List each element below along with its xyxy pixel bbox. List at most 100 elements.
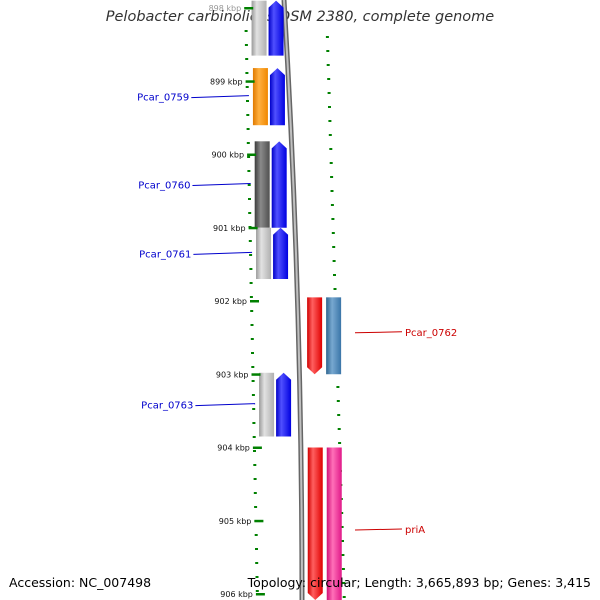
cog-block: [326, 297, 342, 375]
label-leader: [354, 331, 403, 334]
gc-skew-mark: [247, 170, 251, 172]
gc-skew-mark: [330, 190, 334, 192]
gc-skew-mark: [253, 492, 257, 494]
gc-skew-mark: [246, 142, 250, 144]
gc-skew-mark: [328, 106, 331, 108]
gene-label: Pcar_0760: [138, 181, 190, 192]
gc-skew-mark: [333, 288, 337, 290]
gc-skew-mark: [250, 338, 254, 340]
gc-skew-mark: [251, 366, 255, 368]
gc-skew-mark: [244, 30, 248, 32]
gc-skew-mark: [329, 148, 333, 150]
gc-skew-mark: [332, 260, 336, 262]
tick-label: 905 kbp: [219, 517, 252, 526]
cog-block: [326, 447, 342, 600]
gc-skew-mark: [337, 414, 341, 416]
cog-block: [254, 141, 270, 228]
tick-label: 901 kbp: [213, 224, 246, 233]
gc-skew-mark: [333, 274, 336, 276]
gc-skew-mark: [330, 176, 334, 178]
gc-skew-mark: [336, 386, 340, 388]
gene-label-layer: Pcar_0759 Pcar_0760 Pcar_0761 Pcar_0763 Pcar…: [137, 93, 457, 536]
gc-skew-mark: [250, 324, 254, 326]
tick-mark: [255, 593, 265, 596]
gc-skew-mark: [342, 582, 346, 584]
gc-skew-mark: [251, 380, 255, 382]
gc-skew-mark: [244, 44, 248, 46]
gc-skew-mark: [325, 36, 329, 38]
gc-skew-mark: [327, 92, 331, 94]
gc-skew-mark: [249, 254, 253, 256]
gc-skew-mark: [338, 442, 342, 444]
gc-skew-mark: [247, 184, 251, 186]
gc-skew-mark: [326, 50, 330, 52]
gc-skew-mark: [254, 534, 258, 536]
gc-skew-mark: [246, 114, 250, 116]
gc-skew-mark: [246, 100, 249, 102]
tick-label: 903 kbp: [216, 370, 249, 379]
gc-skew-mark: [332, 246, 336, 248]
tick-label: 899 kbp: [210, 77, 243, 86]
gc-skew-mark: [252, 408, 256, 410]
tick-label: 900 kbp: [211, 151, 244, 160]
cog-block: [252, 68, 268, 126]
gene-label: Pcar_0763: [141, 401, 193, 412]
gc-skew-mark: [252, 422, 256, 424]
label-leader: [191, 95, 249, 99]
forward-gene-arrow: [273, 227, 289, 280]
gene-label: Pcar_0762: [405, 328, 457, 339]
gc-skew-mark: [250, 310, 254, 312]
gc-skew-mark: [246, 128, 250, 130]
tick-mark: [247, 153, 257, 156]
gc-skew-mark: [248, 240, 252, 242]
tick-mark: [245, 80, 255, 83]
tick-label: 906 kbp: [220, 590, 253, 599]
backbone-highlight: [283, 0, 303, 600]
gc-skew-mark: [253, 478, 257, 480]
gc-skew-mark: [254, 506, 258, 508]
gene-track: [251, 0, 342, 600]
reverse-gene-arrow: [307, 447, 323, 600]
gc-skew-mark: [255, 576, 259, 578]
gc-skew-mark: [248, 212, 252, 214]
label-leader: [195, 403, 256, 407]
forward-gene-arrow: [276, 372, 292, 437]
ruler-track: 898 kbp 899 kbp 900 kbp 901 kbp 902 kbp 903 k…: [209, 4, 265, 599]
reverse-gene-arrow: [307, 297, 323, 375]
gc-skew-mark: [327, 78, 331, 80]
forward-gene-arrow: [269, 68, 285, 126]
gc-skew-mark: [331, 218, 335, 220]
gc-skew-mark: [249, 282, 253, 284]
gc-skew-mark: [255, 548, 258, 550]
tick-mark: [250, 300, 259, 303]
gc-skew-mark: [253, 464, 257, 466]
accession-text: Accession: NC_007498: [9, 575, 152, 590]
tick-label: 898 kbp: [209, 4, 242, 13]
tick-mark: [244, 7, 254, 10]
gc-skew-mark: [331, 232, 335, 234]
forward-gene-arrow: [271, 141, 287, 228]
gc-skew-mark: [326, 64, 330, 66]
gc-skew-mark: [340, 526, 344, 528]
gc-skew-mark: [245, 86, 249, 88]
tick-label: 902 kbp: [214, 297, 247, 306]
gc-skew-mark: [251, 394, 255, 396]
backbone-line: [281, 0, 305, 600]
gc-skew-mark: [342, 596, 346, 598]
label-leader: [354, 528, 403, 531]
tick-label: 904 kbp: [217, 444, 250, 453]
gc-skew-mark: [329, 162, 333, 164]
gene-label: priA: [405, 525, 425, 536]
gc-skew-mark: [252, 436, 256, 438]
tick-mark: [248, 226, 258, 230]
gc-skew-mark: [253, 450, 256, 452]
gc-skew-mark: [249, 268, 253, 270]
cog-block: [256, 227, 272, 280]
tick-mark: [252, 446, 262, 449]
tick-mark: [254, 519, 264, 523]
gene-label: Pcar_0759: [137, 93, 189, 104]
gc-skew-mark: [255, 590, 259, 592]
gc-skew-mark: [328, 134, 332, 136]
summary-text: Topology: circular; Length: 3,665,893 bp…: [247, 575, 591, 590]
gc-skew-mark: [328, 120, 332, 122]
